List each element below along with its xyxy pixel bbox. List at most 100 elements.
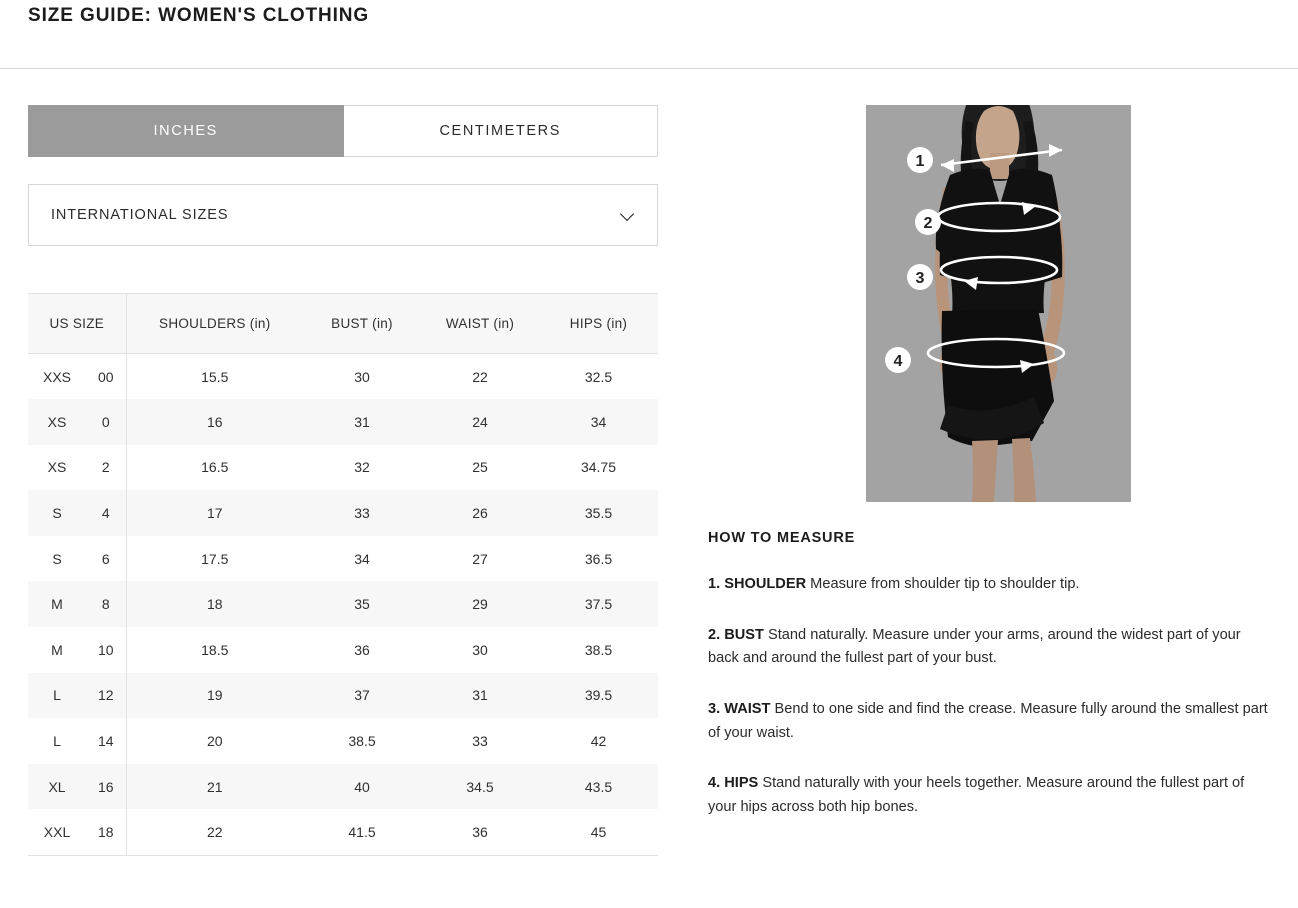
cell-bust: 35 [303, 581, 421, 628]
cell-bust: 33 [303, 490, 421, 536]
svg-text:2: 2 [924, 215, 933, 232]
cell-us-numeric-size: 14 [86, 718, 127, 764]
marker-3: 3 [907, 264, 933, 290]
table-row: XS 0 16 31 24 34 [28, 399, 658, 445]
page-title: SIZE GUIDE: WOMEN'S CLOTHING [28, 5, 370, 26]
size-table-head: US SIZE SHOULDERS (in) BUST (in) WAIST (… [28, 293, 658, 354]
cell-us-numeric-size: 4 [86, 490, 127, 536]
cell-hips: 34.75 [580, 459, 617, 476]
cell-waist: 25 [472, 459, 488, 476]
cell-bust: 37 [303, 672, 421, 719]
how-to-measure-item-2: 2. BUST Stand naturally. Measure under y… [708, 624, 1274, 671]
table-row: M 10 18.5 36 30 38.5 [28, 627, 658, 673]
cell-hips: 37.5 [539, 581, 658, 628]
cell-hips: 35.5 [539, 490, 658, 536]
unit-tab-group: INCHES CENTIMETERS [28, 105, 658, 157]
cell-us-numeric-size: 0 [86, 399, 127, 445]
table-row: XL 16 21 40 34.5 43.5 [28, 763, 658, 810]
how-to-measure-item-text: Stand naturally. Measure under your arms… [708, 626, 1241, 667]
cell-waist: 30 [472, 641, 488, 658]
chevron-down-icon [621, 208, 635, 222]
cell-shoulders: 20 [206, 733, 223, 750]
table-row: L 14 20 38.5 33 42 [28, 718, 658, 764]
table-header-row: US SIZE SHOULDERS (in) BUST (in) WAIST (… [28, 293, 658, 354]
cell-waist: 31 [421, 672, 539, 719]
how-to-measure-title: HOW TO MEASURE [708, 530, 856, 546]
how-to-measure-section: HOW TO MEASURE 1. SHOULDER Measure from … [708, 530, 1274, 819]
cell-bust: 32 [354, 459, 370, 476]
how-to-measure-item-text: Stand naturally with your heels together… [708, 775, 1245, 815]
table-row: XXS 00 15.5 30 22 32.5 [28, 353, 658, 400]
measurement-diagram-image: 1 2 3 4 [866, 105, 1131, 502]
how-to-measure-item-3: 3. WAIST Bend to one side and find the c… [708, 698, 1274, 745]
cell-us-numeric-size: 18 [86, 809, 127, 856]
cell-bust: 31 [303, 399, 421, 445]
size-table-body: XXS 00 15.5 30 22 32.5 XS 0 16 31 24 34 XS 2 16.5 32 25 3… [28, 353, 658, 856]
cell-us-numeric-size: 12 [86, 672, 127, 719]
cell-hips: 34 [539, 399, 658, 445]
cell-us-letter-size: M [28, 627, 86, 673]
column-header-bust: BUST (in) [303, 293, 421, 354]
size-system-value: INTERNATIONAL SIZES [51, 207, 229, 223]
cell-waist: 33 [472, 733, 488, 750]
how-to-measure-item-1: 1. SHOULDER Measure from shoulder tip to… [708, 573, 1274, 597]
cell-shoulders: 21 [126, 763, 303, 810]
table-row: L 12 19 37 31 39.5 [28, 672, 658, 719]
svg-text:1: 1 [916, 153, 925, 170]
column-header-waist: WAIST (in) [421, 293, 539, 354]
cell-us-letter-size: XL [28, 763, 86, 810]
how-to-measure-item-label: 3. WAIST [708, 700, 771, 717]
cell-shoulders: 18.5 [201, 641, 229, 658]
size-table: US SIZE SHOULDERS (in) BUST (in) WAIST (… [28, 293, 658, 856]
cell-us-letter-size: S [28, 535, 86, 582]
cell-shoulders: 17 [126, 490, 303, 536]
header-divider [0, 68, 1298, 69]
cell-shoulders: 17.5 [201, 550, 229, 567]
cell-us-numeric-size: 00 [86, 353, 127, 400]
cell-us-letter-size: XS [28, 399, 86, 445]
cell-us-letter-size: XS [28, 444, 86, 491]
how-to-measure-list: 1. SHOULDER Measure from shoulder tip to… [708, 573, 1274, 819]
cell-us-letter-size: XXS [28, 353, 86, 400]
cell-waist: 22 [472, 368, 488, 385]
cell-shoulders: 18 [126, 581, 303, 628]
cell-shoulders: 16.5 [201, 459, 229, 476]
cell-hips: 45 [539, 809, 658, 856]
cell-waist: 24 [421, 399, 539, 445]
cell-us-letter-size: M [28, 581, 86, 628]
cell-us-numeric-size: 2 [86, 444, 127, 491]
cell-bust: 30 [354, 368, 370, 385]
cell-us-letter-size: S [28, 490, 86, 536]
svg-text:3: 3 [916, 270, 925, 287]
how-to-measure-item-text: Measure from shoulder tip to shoulder ti… [806, 576, 1080, 592]
marker-4: 4 [885, 347, 911, 373]
model-figure-svg: 1 2 3 4 [866, 105, 1131, 502]
cell-us-letter-size: L [28, 718, 86, 764]
cell-hips: 38.5 [584, 641, 613, 658]
cell-shoulders: 15.5 [201, 368, 229, 385]
tab-inches[interactable]: INCHES [28, 105, 344, 157]
cell-bust: 41.5 [303, 809, 421, 856]
tab-centimeters[interactable]: CENTIMETERS [343, 105, 658, 157]
column-header-us-size: US SIZE [28, 293, 127, 354]
marker-2: 2 [915, 209, 941, 235]
cell-us-letter-size: L [28, 672, 86, 719]
table-row: XS 2 16.5 32 25 34.75 [28, 444, 658, 491]
cell-hips: 42 [590, 733, 607, 750]
cell-hips: 36.5 [584, 550, 613, 567]
cell-bust: 38.5 [348, 733, 376, 750]
cell-us-numeric-size: 16 [86, 763, 127, 810]
cell-waist: 29 [421, 581, 539, 628]
how-to-measure-item-label: 2. BUST [708, 626, 764, 643]
table-row: S 6 17.5 34 27 36.5 [28, 535, 658, 582]
cell-hips: 39.5 [539, 672, 658, 719]
how-to-measure-item-label: 1. SHOULDER [708, 576, 807, 592]
cell-waist: 27 [472, 550, 488, 567]
cell-hips: 32.5 [584, 368, 613, 385]
cell-hips: 43.5 [539, 763, 658, 810]
size-system-dropdown[interactable]: INTERNATIONAL SIZES [28, 184, 658, 246]
svg-text:4: 4 [894, 353, 903, 370]
cell-us-numeric-size: 10 [86, 627, 127, 673]
cell-us-numeric-size: 6 [86, 535, 127, 582]
cell-bust: 36 [354, 641, 370, 658]
